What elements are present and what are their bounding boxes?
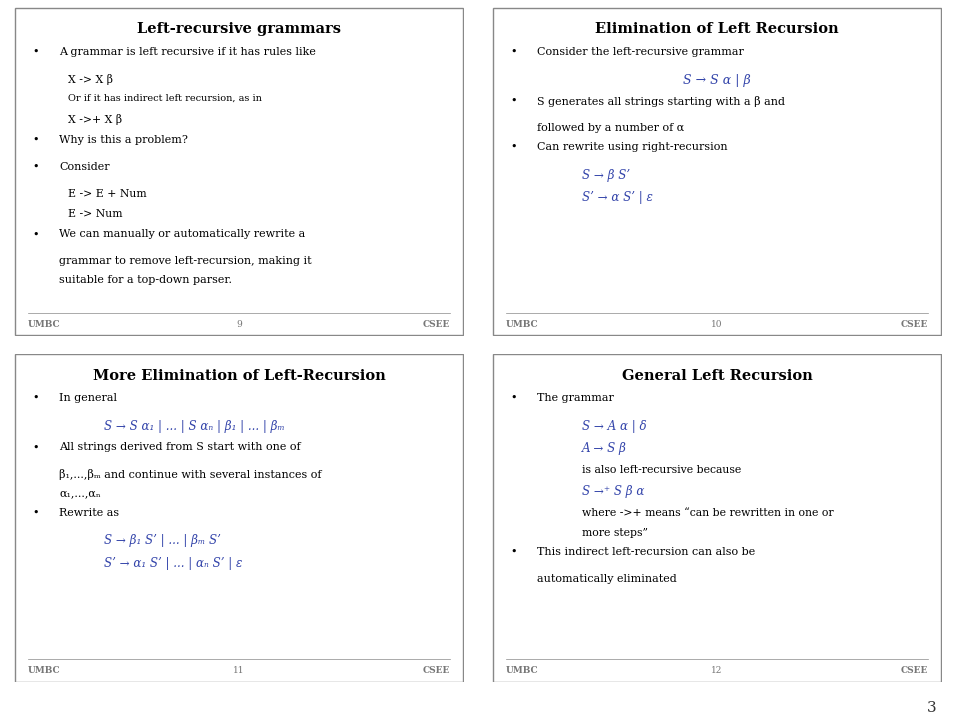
Text: X ->+ X β: X ->+ X β — [68, 114, 123, 126]
Text: •: • — [33, 393, 38, 403]
Text: •: • — [33, 162, 38, 172]
Text: suitable for a top-down parser.: suitable for a top-down parser. — [60, 275, 232, 285]
Text: All strings derived from S start with one of: All strings derived from S start with on… — [60, 443, 300, 453]
Text: Consider: Consider — [60, 162, 110, 172]
Text: •: • — [33, 443, 38, 453]
Text: •: • — [511, 142, 516, 152]
Text: CSEE: CSEE — [422, 666, 450, 675]
Text: •: • — [33, 230, 38, 239]
Text: is also left-recursive because: is also left-recursive because — [583, 465, 741, 475]
Text: 11: 11 — [233, 666, 245, 675]
Text: grammar to remove left-recursion, making it: grammar to remove left-recursion, making… — [60, 256, 312, 266]
Text: More Elimination of Left-Recursion: More Elimination of Left-Recursion — [93, 368, 385, 383]
Text: •: • — [33, 47, 38, 56]
Text: A → S β: A → S β — [583, 443, 627, 456]
Text: UMBC: UMBC — [28, 666, 60, 675]
Text: α₁,...,αₙ: α₁,...,αₙ — [60, 489, 101, 498]
Text: E -> Num: E -> Num — [68, 209, 123, 219]
Text: This indirect left-recursion can also be: This indirect left-recursion can also be — [538, 547, 756, 557]
Text: S → β S’: S → β S’ — [583, 169, 631, 182]
Text: S → S α₁ | ... | S αₙ | β₁ | ... | βₘ: S → S α₁ | ... | S αₙ | β₁ | ... | βₘ — [105, 420, 285, 433]
Text: •: • — [511, 393, 516, 403]
Text: 10: 10 — [711, 320, 723, 329]
Text: General Left Recursion: General Left Recursion — [622, 368, 812, 383]
Text: S → A α | δ: S → A α | δ — [583, 420, 647, 433]
Text: where ->+ means “can be rewritten in one or: where ->+ means “can be rewritten in one… — [583, 508, 834, 518]
Text: β₁,...,βₘ and continue with several instances of: β₁,...,βₘ and continue with several inst… — [60, 469, 322, 480]
Text: S → β₁ S’ | ... | βₘ S’: S → β₁ S’ | ... | βₘ S’ — [105, 534, 221, 547]
Text: S →⁺ S β α: S →⁺ S β α — [583, 485, 645, 498]
Text: UMBC: UMBC — [506, 320, 539, 329]
Text: Can rewrite using right-recursion: Can rewrite using right-recursion — [538, 142, 728, 152]
Text: •: • — [511, 547, 516, 557]
Text: UMBC: UMBC — [28, 320, 60, 329]
Text: A grammar is left recursive if it has rules like: A grammar is left recursive if it has ru… — [60, 47, 316, 56]
Text: •: • — [511, 47, 516, 56]
Text: more steps”: more steps” — [583, 528, 648, 538]
Text: UMBC: UMBC — [506, 666, 539, 675]
Text: Rewrite as: Rewrite as — [60, 508, 119, 518]
Text: Elimination of Left Recursion: Elimination of Left Recursion — [595, 22, 839, 36]
Text: E -> E + Num: E -> E + Num — [68, 188, 147, 199]
Text: Left-recursive grammars: Left-recursive grammars — [137, 22, 341, 36]
Text: CSEE: CSEE — [422, 320, 450, 329]
Text: 12: 12 — [711, 666, 723, 675]
Text: X -> X β: X -> X β — [68, 74, 113, 84]
Text: •: • — [33, 508, 38, 518]
FancyBboxPatch shape — [14, 354, 464, 682]
FancyBboxPatch shape — [492, 354, 942, 682]
Text: Why is this a problem?: Why is this a problem? — [60, 135, 188, 144]
Text: CSEE: CSEE — [900, 320, 928, 329]
Text: automatically eliminated: automatically eliminated — [538, 574, 677, 584]
Text: followed by a number of α: followed by a number of α — [538, 123, 684, 133]
Text: In general: In general — [60, 393, 117, 403]
Text: 9: 9 — [236, 320, 242, 329]
Text: CSEE: CSEE — [900, 666, 928, 675]
Text: S’ → α₁ S’ | ... | αₙ S’ | ε: S’ → α₁ S’ | ... | αₙ S’ | ε — [105, 557, 243, 570]
FancyBboxPatch shape — [14, 7, 464, 336]
Text: •: • — [33, 135, 38, 144]
Text: 3: 3 — [926, 701, 936, 715]
Text: S’ → α S’ | ε: S’ → α S’ | ε — [583, 191, 653, 204]
Text: Or if it has indirect left recursion, as in: Or if it has indirect left recursion, as… — [68, 94, 262, 103]
Text: We can manually or automatically rewrite a: We can manually or automatically rewrite… — [60, 230, 305, 239]
Text: S generates all strings starting with a β and: S generates all strings starting with a … — [538, 96, 785, 107]
FancyBboxPatch shape — [492, 7, 942, 336]
Text: Consider the left-recursive grammar: Consider the left-recursive grammar — [538, 47, 744, 56]
Text: The grammar: The grammar — [538, 393, 614, 403]
Text: •: • — [511, 96, 516, 106]
Text: S → S α | β: S → S α | β — [684, 74, 751, 87]
